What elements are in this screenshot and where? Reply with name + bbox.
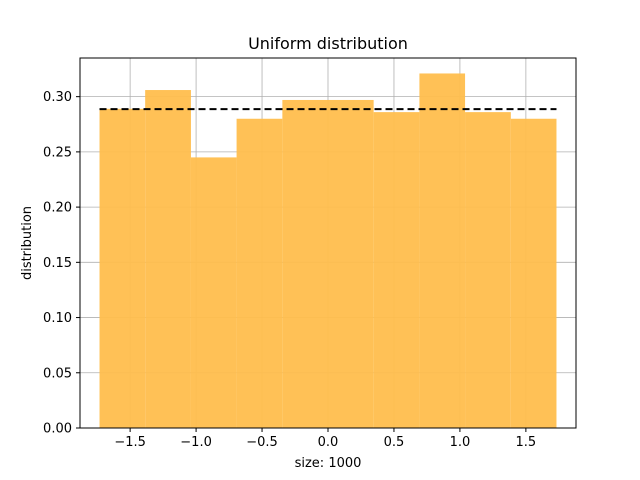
y-tick-label-1: 0.05 (43, 366, 72, 381)
x-axis-label: size: 1000 (295, 456, 362, 471)
y-axis-label: distribution (20, 206, 35, 280)
histogram-bar-9 (510, 118, 557, 428)
x-tick-label-5: 1.0 (450, 435, 471, 450)
x-tick-label-4: 0.5 (384, 435, 405, 450)
y-tick-label-6: 0.30 (43, 90, 72, 105)
chart-title: Uniform distribution (248, 34, 408, 53)
histogram-bar-3 (236, 118, 283, 428)
y-tick-label-5: 0.25 (43, 145, 72, 160)
histogram-bar-6 (373, 112, 420, 429)
histogram-bar-2 (190, 157, 237, 428)
x-tick-label-3: 0.0 (318, 435, 339, 450)
histogram-bar-5 (328, 99, 374, 428)
tick-labels: −1.5 −1.0 −0.5 0.0 0.5 1.0 1.5 0.00 0.05 0.10 0.15… (43, 90, 536, 450)
histogram-bar-8 (465, 112, 511, 429)
x-tick-label-2: −0.5 (246, 435, 278, 450)
y-tick-label-4: 0.20 (43, 201, 72, 216)
axes (76, 57, 577, 432)
y-tick-label-0: 0.00 (43, 422, 72, 437)
y-tick-label-2: 0.10 (43, 311, 72, 326)
histogram-bars (99, 73, 557, 429)
y-tick-label-3: 0.15 (43, 256, 72, 271)
histogram-bar-1 (145, 90, 191, 429)
x-tick-label-0: −1.5 (114, 435, 146, 450)
x-tick-label-1: −1.0 (180, 435, 212, 450)
histogram-bar-0 (99, 108, 146, 428)
x-tick-label-6: 1.5 (516, 435, 537, 450)
histogram-bar-7 (419, 73, 466, 429)
histogram-bar-4 (282, 99, 328, 428)
